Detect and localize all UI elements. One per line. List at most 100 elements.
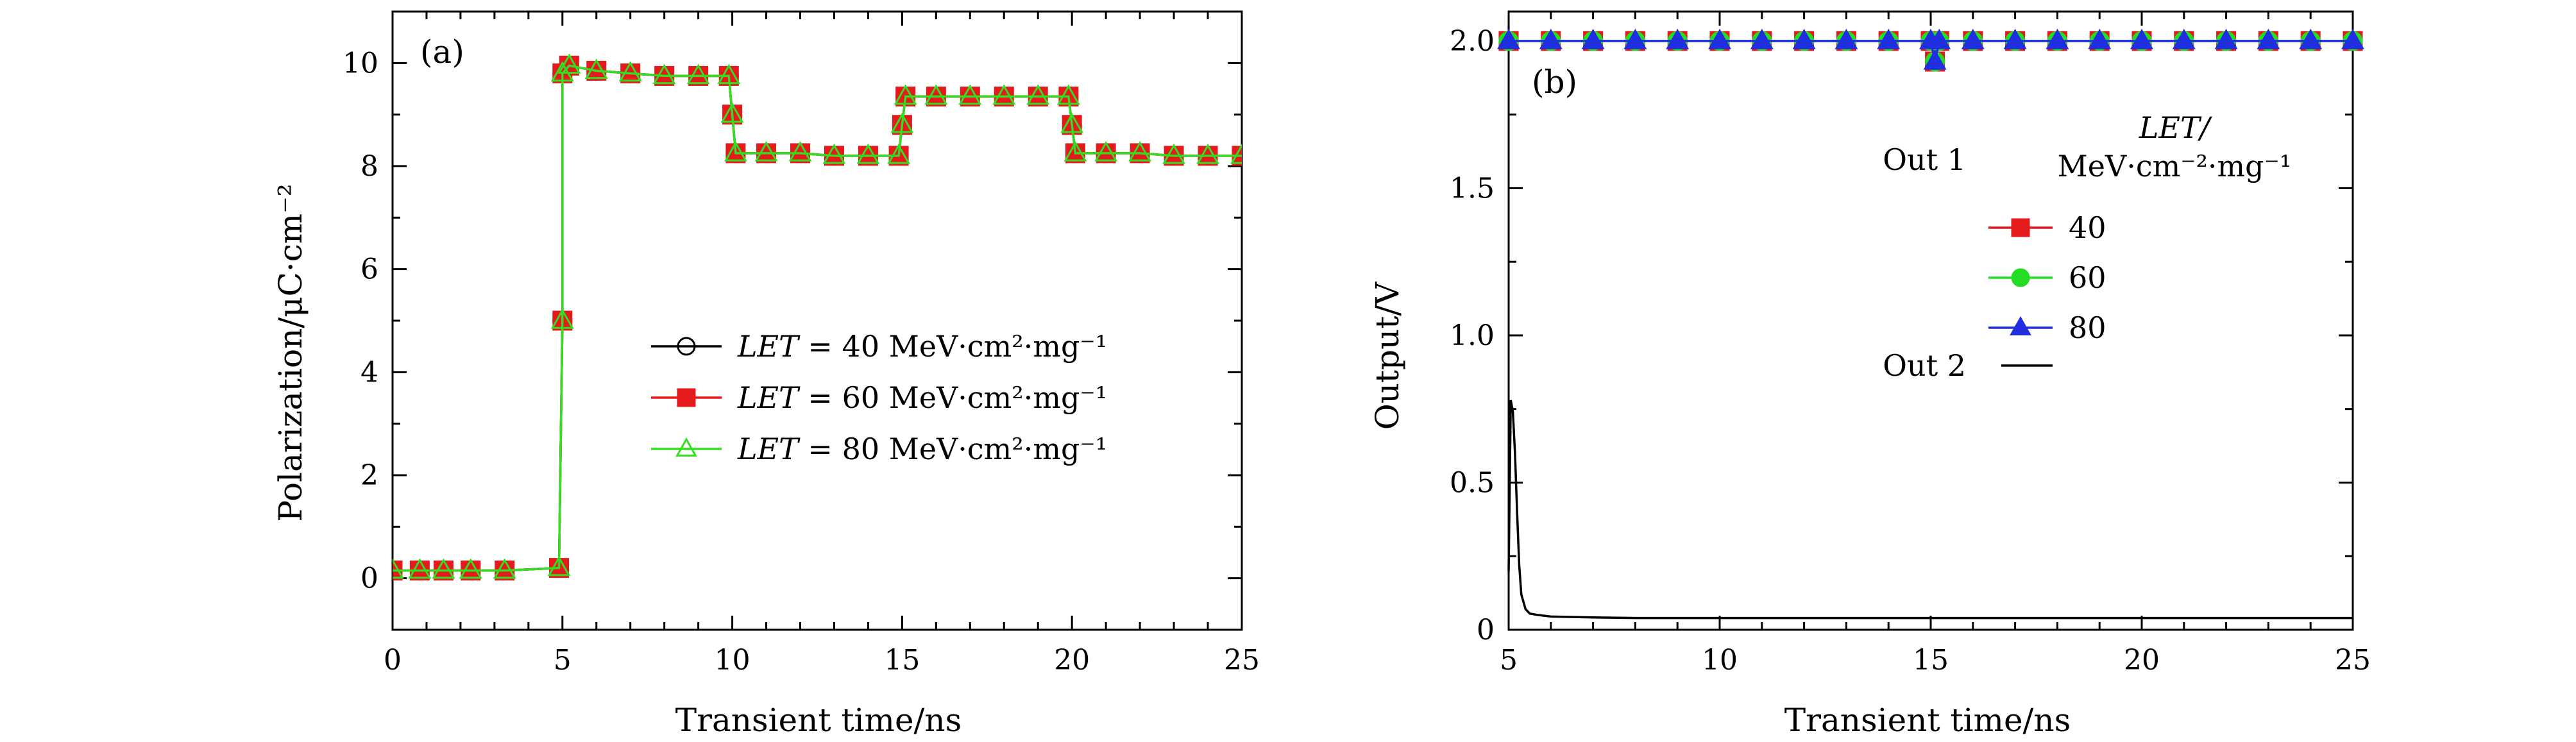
panel-b-chart: 5 10 15 20 25 0 0.5 1.0 1.5 2.0 (b) Transient tim… [1369, 10, 2371, 739]
panel-a-point-LET-80 [459, 558, 482, 579]
panel-a-y-tick-label: 8 [360, 150, 378, 183]
panel-b-point-80 [2257, 28, 2280, 49]
panel-b-y-tick-label: 2.0 [1450, 25, 1495, 58]
panel-a-x-tick-label: 25 [1224, 644, 1260, 677]
panel-a-y-tick-label: 6 [360, 253, 378, 286]
panel-b-legend-header: LET/ [2139, 110, 2213, 145]
panel-b-x-tick-label: 15 [1913, 644, 1949, 677]
panel-b-series-line-Out-2 [1507, 400, 2353, 620]
panel-a-y-tick-label: 0 [360, 562, 378, 595]
panel-b-point-80 [1928, 28, 1951, 49]
panel-b-legend: LET/MeV·cm⁻²·mg⁻¹ Out 1 40 60 80 Out 2 [1883, 110, 2291, 383]
panel-b-x-tick-label: 25 [2335, 644, 2371, 677]
panel-b-legend-out2: Out 2 [1883, 348, 1966, 383]
panel-a-x-tick-label: 15 [884, 644, 920, 677]
panel-b-y-axis-label: Output/V [1369, 282, 1406, 430]
panel-b-point-80 [2046, 28, 2069, 49]
panel-b-legend-marker [2011, 268, 2030, 287]
panel-b-point-80 [1750, 28, 1774, 49]
panel-b-x-tick-label: 5 [1500, 644, 1518, 677]
panel-a-series-line-LET-60 [393, 64, 1242, 572]
panel-b-y-tick-label: 1.0 [1450, 319, 1495, 352]
panel-b-point-80 [1623, 28, 1647, 49]
panel-a-point-LET-80 [1063, 140, 1087, 162]
panel-a-point-LET-80 [754, 140, 778, 162]
panel-a-legend-marker [677, 388, 696, 407]
panel-a-legend-label: LET = 80 MeV·cm²·mg⁻¹ [737, 432, 1107, 466]
panel-a-point-LET-80 [493, 558, 516, 579]
panel-b-legend-label: 60 [2069, 260, 2106, 295]
panel-a-point-LET-80 [992, 84, 1016, 105]
panel-a-legend-label: LET = 40 MeV·cm²·mg⁻¹ [737, 329, 1107, 364]
panel-a-point-LET-80 [652, 63, 676, 85]
panel-a-point-LET-80 [550, 308, 574, 329]
panel-a-series-line-LET-80 [393, 64, 1242, 572]
panel-a-point-LET-80 [890, 112, 914, 133]
panel-a-point-LET-80 [557, 53, 581, 74]
panel-b-point-80 [1666, 28, 1690, 49]
panel-b-tag: (b) [1532, 63, 1577, 101]
panel-a-point-LET-80 [550, 61, 574, 82]
panel-a-point-LET-80 [1196, 143, 1220, 164]
panel-b-point-80 [2003, 28, 2027, 49]
panel-a-point-LET-80 [686, 63, 710, 85]
panel-b-point-80 [2172, 28, 2196, 49]
panel-b-point-80 [1581, 28, 1605, 49]
panel-b-point-80 [1497, 28, 1520, 49]
panel-a-y-tick-label: 4 [360, 356, 378, 389]
panel-a-x-tick-label: 5 [554, 644, 572, 677]
panel-a-legend-marker [675, 437, 697, 457]
panel-a-point-LET-80 [924, 84, 948, 105]
panel-b-x-tick-label: 20 [2124, 644, 2160, 677]
panel-a-point-LET-80 [618, 61, 642, 82]
panel-b-point-80 [2130, 28, 2153, 49]
panel-b-legend-out1: Out 1 [1883, 142, 1966, 177]
panel-b-point-80 [1792, 28, 1816, 49]
panel-b-plot-area: 5 10 15 20 25 0 0.5 1.0 1.5 2.0 [1450, 10, 2371, 677]
panel-a-x-tick-label: 10 [715, 644, 750, 677]
panel-a-point-LET-80 [1230, 143, 1242, 164]
panel-a-y-axis-label: Polarization/μC·cm⁻² [272, 183, 309, 521]
panel-b-point-80 [1877, 28, 1901, 49]
panel-b-point-80 [1835, 28, 1858, 49]
panel-a-point-LET-80 [547, 555, 571, 577]
panel-b-point-80 [2341, 28, 2364, 49]
panel-a-point-LET-80 [788, 140, 812, 162]
panel-b-point-80 [1708, 28, 1731, 49]
panel-a-point-LET-80 [856, 143, 880, 164]
panel-b-y-tick-label: 1.5 [1450, 172, 1495, 205]
panel-b-point-80 [1923, 49, 1947, 70]
panel-a-point-LET-80 [393, 558, 404, 579]
panel-a-legend-label: LET = 60 MeV·cm²·mg⁻¹ [737, 380, 1107, 415]
panel-b-legend-label: 80 [2069, 310, 2106, 345]
panel-a-point-LET-80 [894, 84, 917, 105]
panel-a-point-LET-80 [887, 143, 911, 164]
panel-b-legend-label: 40 [2069, 210, 2106, 245]
panel-a-point-LET-80 [408, 558, 432, 579]
panel-a-tag: (a) [420, 33, 464, 71]
panel-a-y-tick-label: 2 [360, 459, 378, 492]
panel-a-point-LET-80 [1026, 84, 1050, 105]
panel-a-point-LET-80 [1056, 84, 1080, 105]
panel-b-legend-header-unit: MeV·cm⁻²·mg⁻¹ [2058, 149, 2292, 183]
panel-b-axes-frame [1507, 10, 2354, 631]
panel-a-legend-marker [677, 337, 696, 356]
panel-a-x-tick-label: 20 [1054, 644, 1090, 677]
panel-a-point-LET-80 [584, 58, 608, 80]
panel-a-point-LET-80 [958, 84, 982, 105]
panel-b-point-80 [2088, 28, 2112, 49]
panel-a-x-tick-label: 0 [384, 644, 402, 677]
panel-a-y-tick-label: 10 [343, 47, 378, 80]
panel-a-point-LET-80 [1162, 143, 1186, 164]
panel-a-legend: LET = 40 MeV·cm²·mg⁻¹ LET = 60 MeV·cm²·mg… [651, 329, 1107, 466]
panel-b-x-axis-label: Transient time/ns [1784, 702, 2071, 739]
panel-a-point-LET-80 [1128, 140, 1152, 162]
panel-a-point-LET-80 [822, 143, 846, 164]
panel-b-y-tick-label: 0.5 [1450, 466, 1495, 499]
panel-b-point-80 [1539, 28, 1563, 49]
panel-b-x-tick-label: 10 [1702, 644, 1738, 677]
panel-b-point-80 [2214, 28, 2238, 49]
panel-a-plot-area: 0 5 10 15 20 25 0 2 4 6 8 10 [343, 10, 1260, 677]
panel-b-data [1497, 28, 2364, 620]
panel-a-point-LET-80 [432, 558, 455, 579]
